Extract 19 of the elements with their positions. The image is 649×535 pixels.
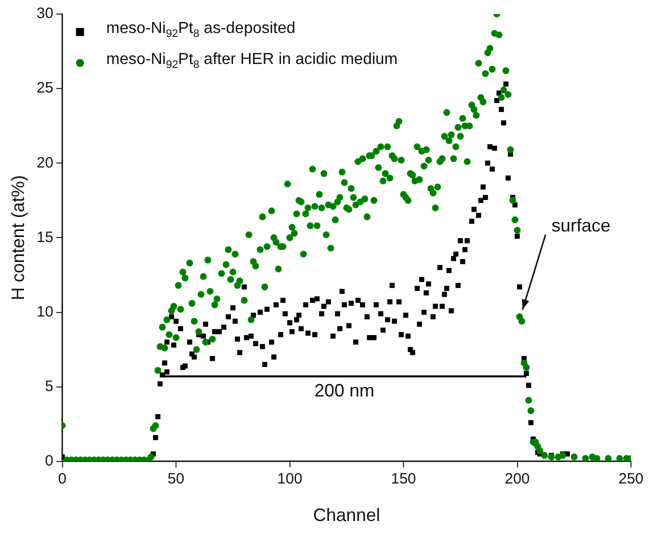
x-axis-title: Channel — [313, 505, 380, 526]
annotation: 200 nm — [314, 380, 374, 400]
y-tick-label: 25 — [36, 80, 54, 97]
x-tick-label: 250 — [618, 470, 644, 488]
y-tick-label: 5 — [44, 378, 54, 395]
legend-label: meso-Ni$_{92}$Pt$_{8}$ as-deposited — [106, 19, 296, 42]
x-tick-label: 150 — [391, 470, 416, 488]
y-tick-label: 20 — [36, 154, 54, 172]
y-tick-label: 10 — [36, 303, 54, 320]
annotation: surface — [552, 216, 611, 236]
legend-label: meso-Ni$_{92}$Pt$_{8}$ after HER in acidic medium — [106, 50, 398, 74]
x-tick-label: 50 — [168, 470, 184, 488]
x-tick-label: 100 — [277, 470, 302, 488]
y-tick-label: 30 — [36, 5, 54, 22]
y-axis-title: H content (at%) — [8, 175, 28, 300]
x-tick-label: 0 — [58, 470, 66, 488]
y-tick-label: 15 — [36, 228, 54, 246]
x-tick-label: 200 — [504, 470, 530, 488]
y-tick-label: 0 — [44, 452, 54, 470]
